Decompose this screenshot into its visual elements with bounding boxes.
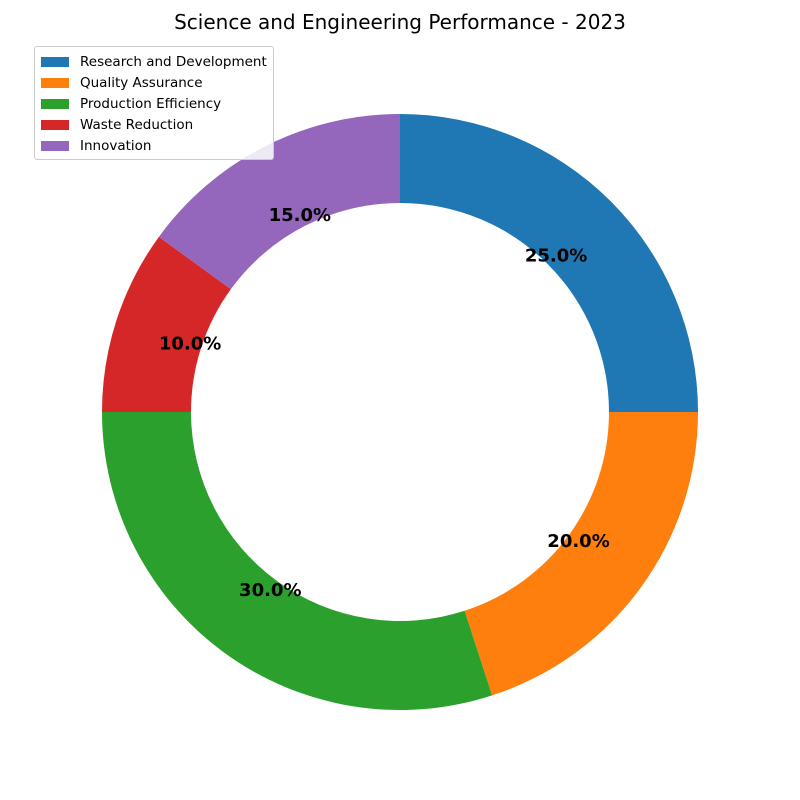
- legend-label: Production Efficiency: [80, 95, 222, 112]
- slice-label-production-efficiency: 30.0%: [239, 580, 301, 601]
- legend-swatch: [41, 98, 69, 109]
- legend-label: Waste Reduction: [80, 116, 194, 133]
- legend-item-waste-reduction: Waste Reduction: [41, 114, 267, 135]
- legend-item-research-and-development: Research and Development: [41, 51, 267, 72]
- slice-label-waste-reduction: 10.0%: [159, 333, 221, 354]
- legend-swatch: [41, 119, 69, 130]
- slice-production-efficiency: [102, 412, 493, 710]
- slice-waste-reduction: [102, 236, 231, 412]
- slice-quality-assurance: [464, 412, 698, 696]
- legend-label: Quality Assurance: [80, 74, 203, 91]
- legend-swatch: [41, 56, 69, 67]
- slice-research-and-development: [400, 114, 698, 412]
- donut-slices: [102, 114, 698, 710]
- legend-item-production-efficiency: Production Efficiency: [41, 93, 267, 114]
- slice-label-research-and-development: 25.0%: [525, 245, 587, 266]
- legend-label: Innovation: [80, 137, 152, 154]
- legend-swatch: [41, 140, 69, 151]
- slice-labels: 25.0% 20.0% 30.0% 10.0% 15.0%: [159, 205, 610, 601]
- legend: Research and Development Quality Assuranc…: [34, 46, 274, 160]
- chart-title: Science and Engineering Performance - 20…: [174, 10, 626, 34]
- slice-innovation: [158, 114, 400, 290]
- legend-item-quality-assurance: Quality Assurance: [41, 72, 267, 93]
- legend-item-innovation: Innovation: [41, 135, 267, 156]
- slice-label-innovation: 15.0%: [269, 205, 331, 226]
- legend-swatch: [41, 77, 69, 88]
- slice-label-quality-assurance: 20.0%: [547, 531, 609, 552]
- legend-label: Research and Development: [80, 53, 267, 70]
